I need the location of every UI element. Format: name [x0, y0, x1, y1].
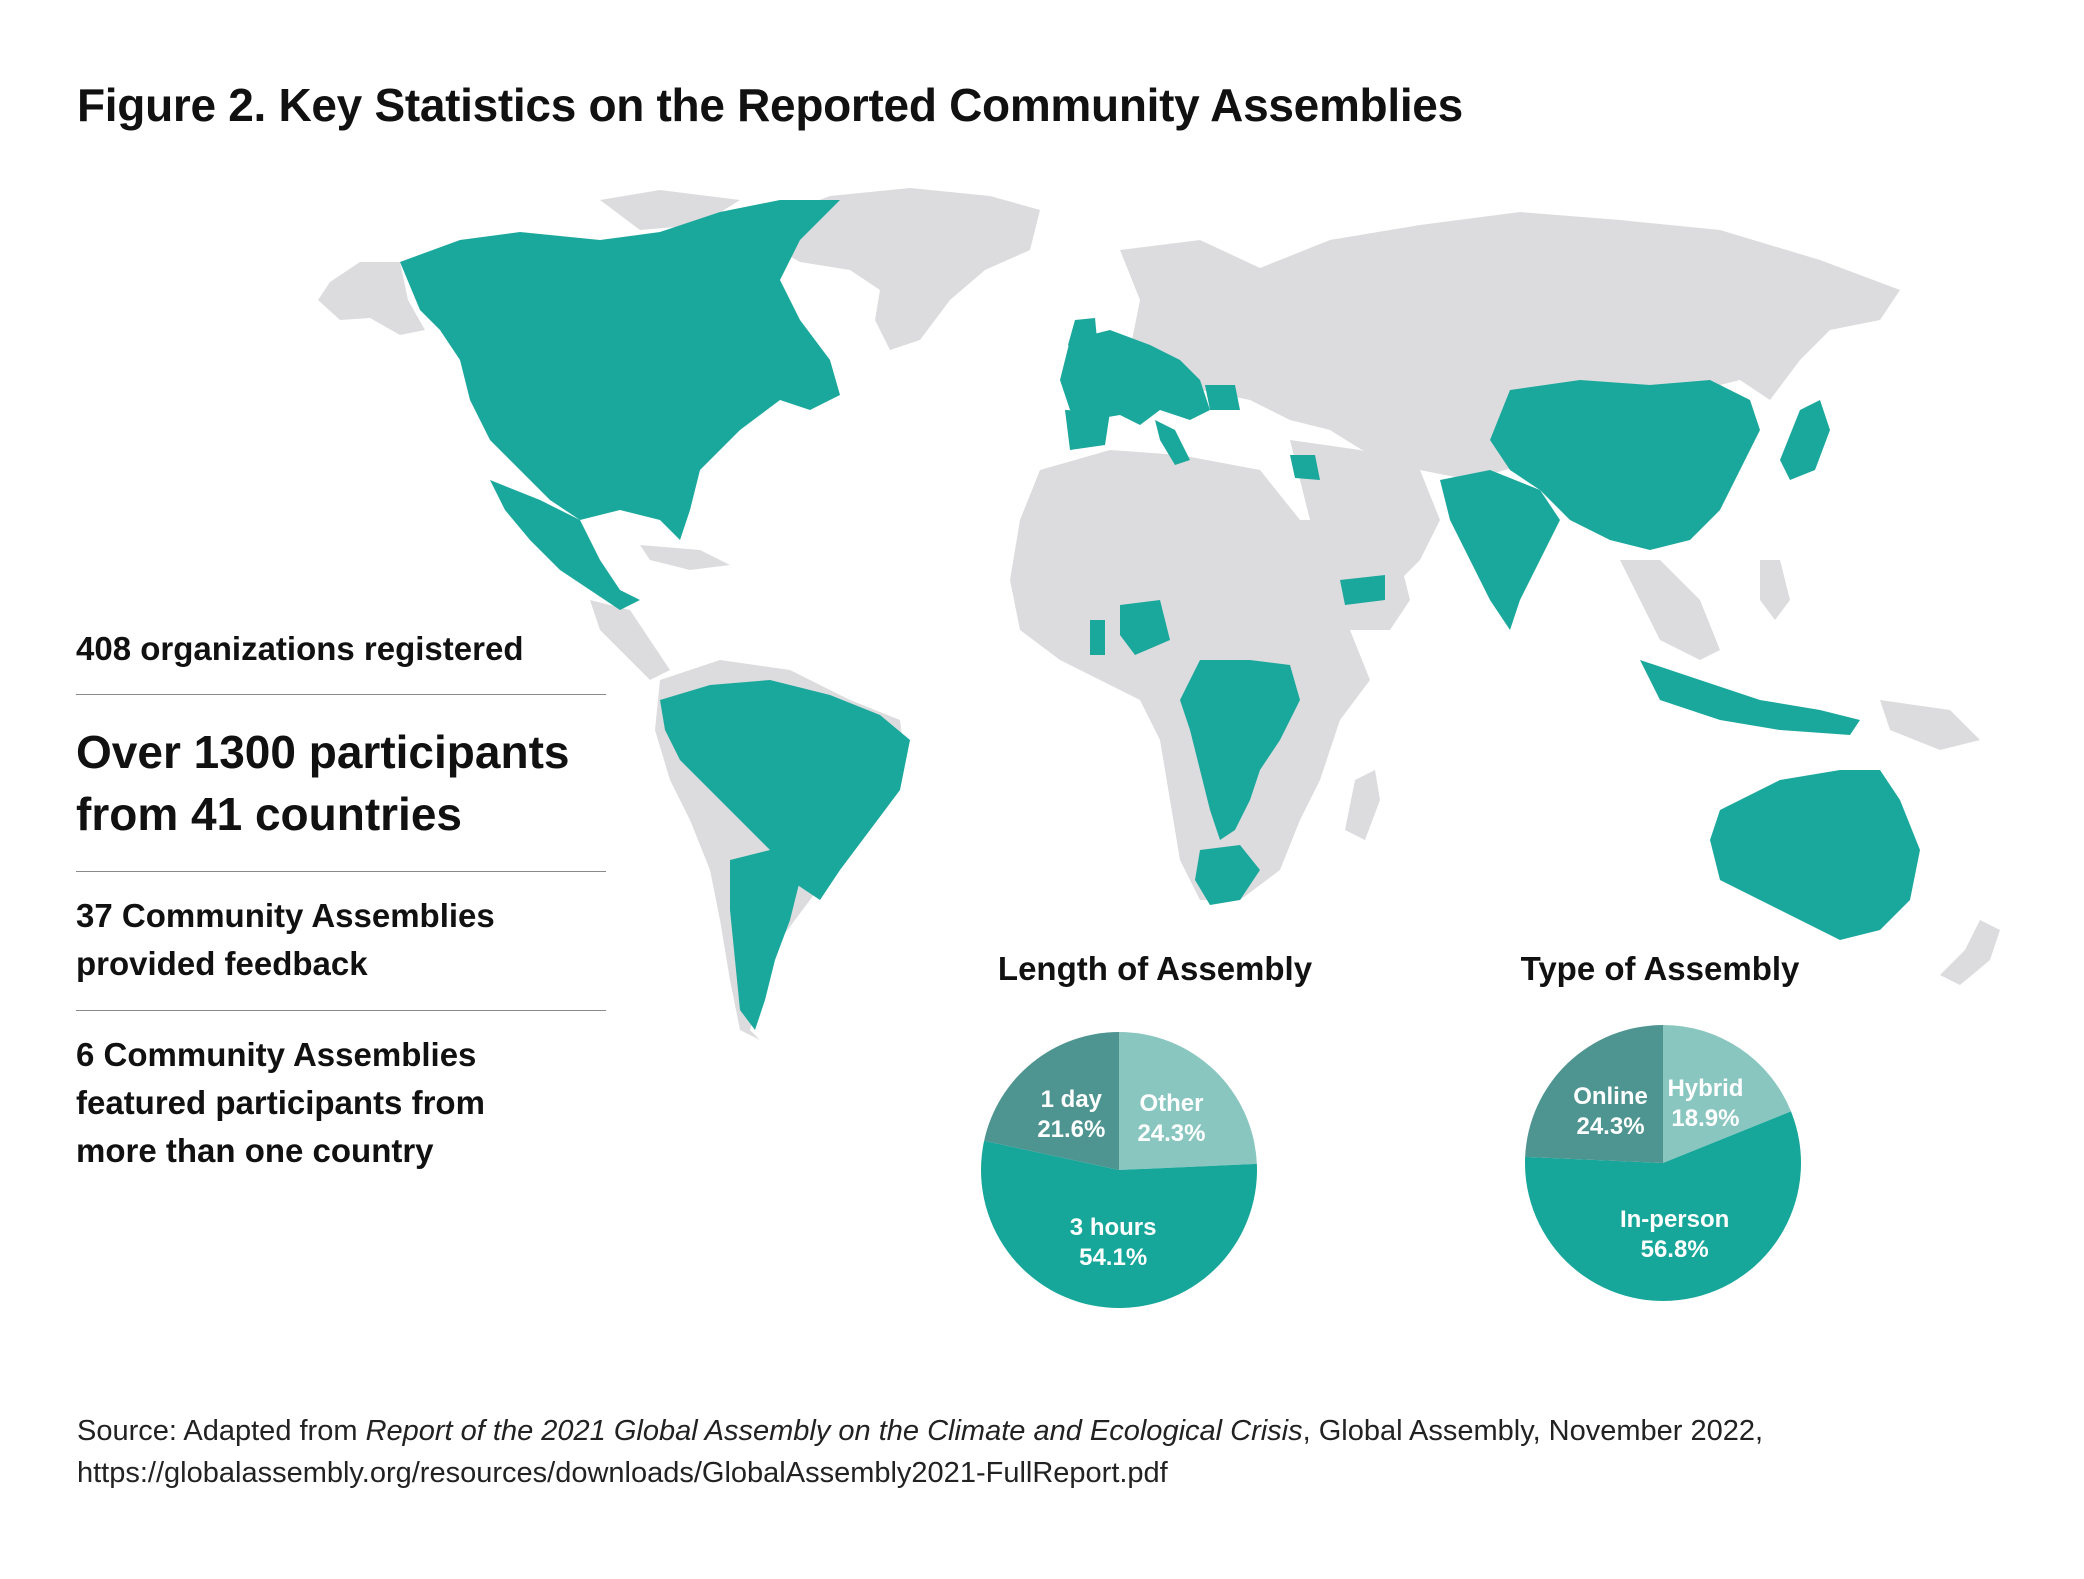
land-yemen: [1340, 575, 1385, 605]
pie-slice-name: Online: [1573, 1083, 1648, 1110]
length-of-assembly-pie: Other 24.3% 3 hours 54.1% 1 day 21.6%: [981, 1032, 1257, 1308]
pie-slice-name: Other: [1139, 1090, 1203, 1117]
stat-feedback-line1: 37 Community Assemblies: [76, 897, 495, 934]
stat-multi-line2: featured participants from: [76, 1084, 485, 1121]
pie-slice-name: 1 day: [1041, 1086, 1103, 1113]
land-se-asia: [1620, 560, 1720, 660]
pie-slice-online: [1525, 1025, 1663, 1163]
length-pie-title: Length of Assembly: [997, 950, 1313, 987]
stat-multi-line3: more than one country: [76, 1132, 434, 1169]
stat-participants: Over 1300 participants from 41 countries: [76, 695, 606, 872]
pie-slice-name: Hybrid: [1667, 1075, 1743, 1102]
stat-multi-country: 6 Community Assemblies featured particip…: [76, 1011, 606, 1175]
land-madagascar: [1345, 770, 1380, 840]
land-uk: [1068, 318, 1098, 360]
land-caribbean: [640, 545, 730, 570]
land-india: [1440, 470, 1560, 630]
pie-slice-3-hours: [981, 1140, 1257, 1308]
source-prefix: Source: Adapted from: [77, 1415, 366, 1447]
land-teal-layer: [400, 200, 1920, 1030]
land-africa: [1010, 450, 1370, 900]
pie-slice-value: 18.9%: [1671, 1105, 1739, 1132]
land-syria: [1290, 455, 1320, 480]
land-italy: [1155, 420, 1190, 465]
pie-slice-name: In-person: [1620, 1206, 1729, 1233]
land-greenland: [760, 188, 1040, 350]
pie-slice-value: 21.6%: [1037, 1116, 1105, 1143]
stat-organizations: 408 organizations registered: [76, 630, 606, 695]
figure-title: Figure 2. Key Statistics on the Reported…: [77, 79, 1463, 131]
land-argentina: [730, 850, 800, 1030]
land-ghana: [1090, 620, 1105, 655]
land-romania: [1205, 385, 1240, 410]
pie-slice-1-day: [984, 1032, 1119, 1170]
pie-slice-other: [1119, 1032, 1257, 1170]
land-iberia: [1065, 410, 1110, 450]
land-canada-usa: [400, 200, 840, 540]
land-brazil-peru: [660, 680, 910, 900]
pie-slice-value: 56.8%: [1641, 1236, 1709, 1263]
pie-slice-value: 24.3%: [1576, 1113, 1644, 1140]
pie-slice-value: 54.1%: [1079, 1244, 1147, 1271]
land-indonesia: [1640, 660, 1860, 735]
source-report-title: Report of the 2021 Global Assembly on th…: [365, 1415, 1303, 1447]
pie-slice-in-person: [1525, 1111, 1801, 1301]
stat-multi-line1: 6 Community Assemblies: [76, 1036, 477, 1073]
land-eurasia: [1120, 212, 1900, 480]
land-japan: [1780, 400, 1830, 480]
land-papua: [1880, 700, 1980, 750]
stat-organizations-text: 408 organizations registered: [76, 630, 524, 667]
land-central-america: [590, 600, 670, 680]
pie-slice-value: 24.3%: [1137, 1120, 1205, 1147]
land-europe: [1060, 330, 1210, 425]
land-china: [1490, 380, 1760, 550]
land-new-zealand: [1940, 920, 2000, 985]
pie-slice-hybrid: [1663, 1025, 1791, 1163]
source-note: Source: Adapted from Report of the 2021 …: [77, 1410, 2007, 1494]
type-pie-title: Type of Assembly: [1520, 950, 1800, 987]
type-of-assembly-pie: Hybrid 18.9% In-person 56.8% Online 24.3%: [1525, 1025, 1801, 1301]
stat-participants-line1: Over 1300 participants: [76, 726, 570, 778]
stat-feedback-line2: provided feedback: [76, 945, 368, 982]
stat-participants-line2: from 41 countries: [76, 788, 462, 840]
pie-slice-name: 3 hours: [1070, 1214, 1157, 1241]
land-east-africa: [1180, 660, 1300, 840]
source-suffix: , Global Assembly, November 2022, https:…: [77, 1415, 1764, 1489]
land-mexico: [490, 480, 640, 610]
land-south-africa: [1195, 845, 1260, 905]
key-stats-panel: 408 organizations registered Over 1300 p…: [76, 630, 606, 1175]
land-nigeria: [1120, 600, 1170, 655]
stat-feedback: 37 Community Assemblies provided feedbac…: [76, 872, 606, 1011]
land-australia: [1710, 770, 1920, 940]
land-alaska: [318, 262, 425, 335]
land-philippines: [1760, 560, 1790, 620]
